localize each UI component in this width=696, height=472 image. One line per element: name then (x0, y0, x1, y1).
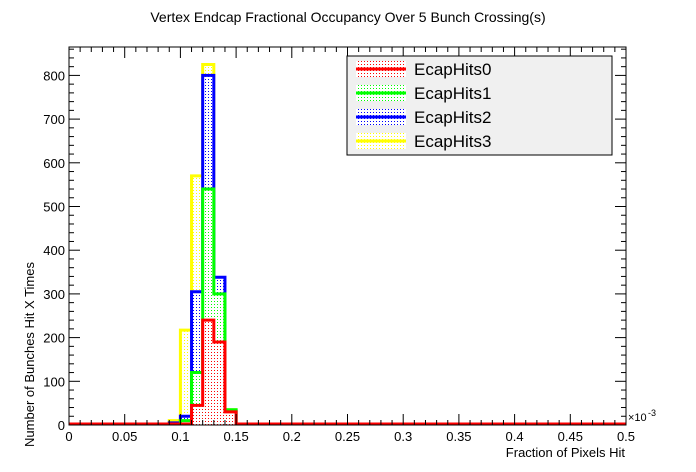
y-tick-label: 500 (43, 200, 65, 215)
y-tick-label: 600 (43, 156, 65, 171)
axes: 0 0.05 0.1 0.15 0.2 0.25 0.3 0.35 0.4 0.45 0.5 0 100… (43, 46, 635, 444)
bar-EcapHits2-2 (191, 291, 203, 425)
legend: EcapHits0 EcapHits1 EcapHits2 EcapHits3 (346, 55, 613, 156)
legend-label-EcapHits3: EcapHits3 (414, 132, 491, 151)
x-tick-label: 0 (65, 429, 72, 444)
x-exponent-base: ×10 (628, 412, 647, 424)
chart-title: Vertex Endcap Fractional Occupancy Over … (150, 9, 545, 25)
y-tick-label: 700 (43, 112, 65, 127)
bar-EcapHits0-4 (213, 341, 225, 425)
x-exponent-label: ×10 -3 (628, 408, 656, 424)
outline-EcapHits1 (69, 187, 626, 426)
x-tick-label: 0.45 (558, 429, 583, 444)
plot-area (69, 62, 626, 426)
x-axis-label: Fraction of Pixels Hit (506, 445, 626, 460)
x-tick-label: 0.05 (112, 429, 137, 444)
series-EcapHits0 (69, 318, 626, 426)
x-tick-label: 0.1 (171, 429, 189, 444)
series-EcapHits1 (69, 187, 626, 426)
bar-EcapHits3-1 (180, 330, 192, 425)
legend-label-EcapHits2: EcapHits2 (414, 108, 491, 127)
y-tick-label: 100 (43, 374, 65, 389)
bar-EcapHits1-2 (191, 372, 203, 425)
x-tick-label: 0.25 (335, 429, 360, 444)
x-tick-label: 0.3 (394, 429, 412, 444)
x-tick-label: 0.5 (617, 429, 635, 444)
outline-EcapHits0 (69, 318, 626, 426)
bar-EcapHits0-2 (191, 405, 203, 425)
y-axis-label: Number of Bunches Hit X Times (22, 262, 37, 447)
x-tick-label: 0.4 (506, 429, 524, 444)
y-tick-label: 300 (43, 287, 65, 302)
y-tick-label: 800 (43, 68, 65, 83)
x-tick-label: 0.15 (223, 429, 248, 444)
bar-EcapHits1-3 (202, 189, 214, 425)
y-tick-label: 0 (58, 418, 65, 433)
y-tick-label: 200 (43, 331, 65, 346)
x-tick-label: 0.35 (446, 429, 471, 444)
bar-EcapHits0-5 (224, 411, 237, 425)
x-tick-label: 0.2 (283, 429, 301, 444)
legend-label-EcapHits0: EcapHits0 (414, 60, 491, 79)
x-exponent-power: -3 (648, 408, 656, 418)
bar-EcapHits0-3 (202, 320, 214, 425)
y-tick-label: 400 (43, 243, 65, 258)
legend-label-EcapHits1: EcapHits1 (414, 84, 491, 103)
